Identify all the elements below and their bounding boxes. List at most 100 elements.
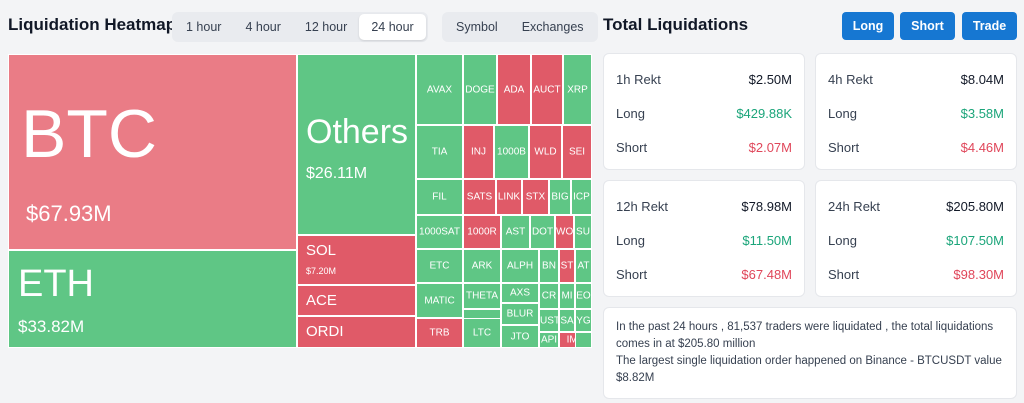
heatmap-tile-theta[interactable]: THETA [463,283,501,309]
row-value: $107.50M [946,233,1004,248]
tile-symbol: SEI [568,146,586,158]
rekt-long-row: Long $429.88K [616,106,792,121]
heatmap-tile-ast[interactable]: AST [501,215,530,249]
view-tabs: Symbol Exchanges [442,12,598,42]
row-label: Long [616,233,645,248]
heatmap-tile-etc[interactable]: ETC [416,249,463,283]
heatmap-tile-tia[interactable]: TIA [416,125,463,179]
tile-symbol: 1000SAT [419,226,460,238]
heatmap-tile-yg[interactable]: YG [575,309,592,332]
heatmap-tile-xrp[interactable]: XRP [563,54,592,125]
view-tab-exchanges[interactable]: Exchanges [521,20,584,34]
heatmap-tile-auct[interactable]: AUCT [531,54,563,125]
tile-symbol: DOGE [465,84,495,95]
heatmap-tile-ada[interactable]: ADA [497,54,531,125]
rekt-card-4h: 4h Rekt $8.04M Long $3.58M Short $4.46M [815,53,1017,170]
row-label: 12h Rekt [616,199,669,214]
row-label: 24h Rekt [828,199,881,214]
heatmap-tile-avax[interactable]: AVAX [416,54,463,125]
tile-value: $26.11M [306,165,368,182]
tile-symbol: AT [577,260,590,272]
heatmap-tile-blur[interactable]: BLUR [501,303,539,325]
tile-symbol: BIG [551,191,569,203]
tile-symbol: UST [540,315,559,326]
heatmap-tile-wld[interactable]: WLD [529,125,562,179]
heatmap-tile-at[interactable]: AT [575,249,592,283]
heatmap-tile-sei[interactable]: SEI [562,125,592,179]
row-label: Short [828,267,860,282]
heatmap-tile[interactable] [575,332,592,348]
tile-symbol: ARK [471,260,493,272]
heatmap-tile-cr[interactable]: CR [539,283,559,309]
summary-line-2: The largest single liquidation order hap… [616,355,1002,384]
tile-symbol: CR [541,290,557,302]
rekt-total-row: 12h Rekt $78.98M [616,199,792,214]
heatmap-tile-su[interactable]: SU [574,215,592,249]
tile-symbol: TIA [431,146,448,158]
tile-symbol: ADA [503,84,525,95]
heatmap-tile-stx[interactable]: STX [522,179,549,215]
heatmap-tile-sol[interactable]: SOL $7.20M [297,235,416,285]
tile-symbol: ETH [18,263,94,305]
heatmap-tile-mi[interactable]: MI [559,283,575,309]
heatmap-tile-dot[interactable]: DOT [530,215,555,249]
heatmap-tile-ust[interactable]: UST [539,309,559,332]
time-tab-4-hour[interactable]: 4 hour [245,20,281,34]
heatmap-tile-1000sat[interactable]: 1000SAT [416,215,463,249]
tile-symbol: INJ [471,146,486,158]
heatmap-tile-1000r[interactable]: 1000R [463,215,501,249]
heatmap-tile-eth[interactable]: ETH $33.82M [8,250,297,348]
heatmap-tile-big[interactable]: BIG [549,179,571,215]
summary-line-1: In the past 24 hours , 81,537 traders we… [616,321,994,350]
heatmap-tile-sats[interactable]: SATS [463,179,496,215]
tile-symbol: WLD [534,146,557,158]
heatmap-tile-sa[interactable]: SA [559,309,575,332]
rekt-total-row: 1h Rekt $2.50M [616,72,792,87]
heatmap-tile-btc[interactable]: BTC $67.93M [8,54,297,250]
time-tab-1-hour[interactable]: 1 hour [186,20,222,34]
heatmap-tile-ordi[interactable]: ORDI $4.37M [297,316,416,348]
heatmap-tile-ace[interactable]: ACE$4.45M [297,285,416,316]
heatmap-tile-api[interactable]: API [539,332,559,348]
heatmap-tile-st[interactable]: ST [559,249,575,283]
short-button[interactable]: Short [900,12,955,40]
tile-value: $4.37M [306,347,336,348]
heatmap-tile-eo[interactable]: EO [575,283,592,309]
heatmap-tile-bn[interactable]: BN [539,249,559,283]
heatmap-tile-matic[interactable]: MATIC [416,283,463,318]
heatmap-tile-icp[interactable]: ICP [571,179,592,215]
row-label: 1h Rekt [616,72,661,87]
tile-symbol: TRB [429,327,450,339]
tile-symbol: ICP [573,191,590,203]
liquidation-summary: In the past 24 hours , 81,537 traders we… [603,307,1017,399]
heatmap-tile-jto[interactable]: JTO [501,325,539,348]
heatmap-tile-1000b[interactable]: 1000B [494,125,529,179]
row-label: Long [616,106,645,121]
view-tab-symbol[interactable]: Symbol [456,20,498,34]
heatmap-tile-ltc[interactable]: LTC [463,318,501,348]
heatmap-tile-link[interactable]: LINK [496,179,522,215]
heatmap-tile-axs[interactable]: AXS [501,283,539,303]
time-tab-24-hour[interactable]: 24 hour [359,14,426,40]
trade-button[interactable]: Trade [962,12,1017,40]
heatmap-tile-ark[interactable]: ARK [463,249,501,283]
long-button[interactable]: Long [842,12,894,40]
time-tab-12-hour[interactable]: 12 hour [304,20,348,34]
tile-symbol: MI [561,290,573,302]
heatmap-tile-others[interactable]: Others $26.11M [297,54,416,235]
tile-symbol: ACE [306,292,337,309]
tile-symbol: ETC [429,260,450,272]
tile-symbol: THETA [465,290,499,302]
heatmap-tile-doge[interactable]: DOGE [463,54,497,125]
tile-symbol: STX [525,191,546,203]
tile-symbol: BTC [21,96,157,172]
heatmap-tile-alph[interactable]: ALPH [501,249,539,283]
tile-symbol: AST [505,226,526,238]
heatmap-tile-trb[interactable]: TRB [416,318,463,348]
tile-value: $7.20M [306,266,337,276]
heatmap-tile-fil[interactable]: FIL [416,179,463,215]
rekt-total-row: 4h Rekt $8.04M [828,72,1004,87]
tile-symbol: ST [560,260,574,272]
heatmap-tile-wo[interactable]: WO [555,215,574,249]
heatmap-tile-inj[interactable]: INJ [463,125,494,179]
